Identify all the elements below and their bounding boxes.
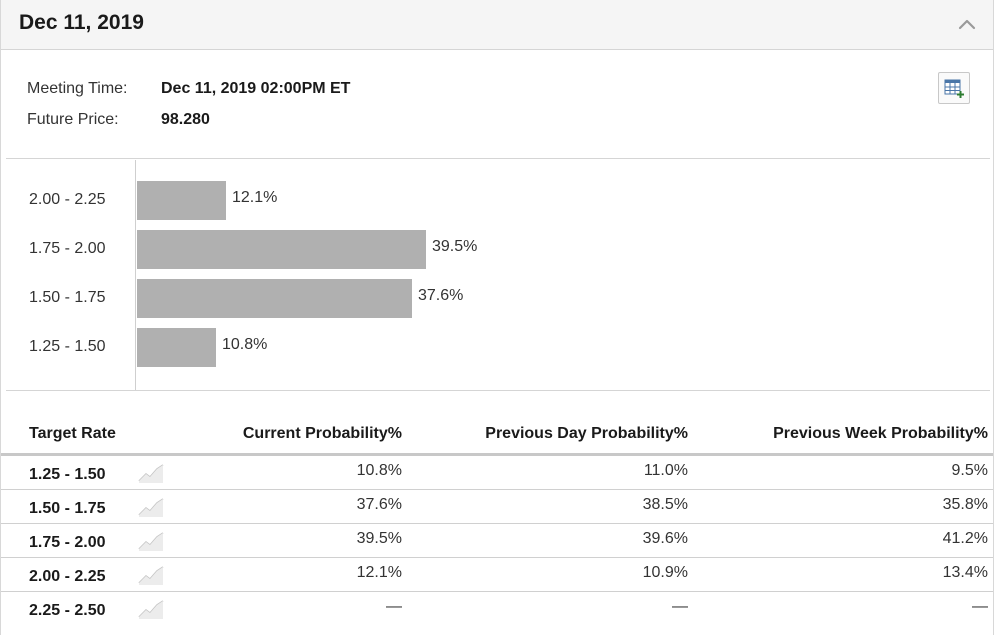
row-divider <box>1 557 993 558</box>
cell-current-probability: 37.6% <box>356 496 402 513</box>
row-divider <box>1 489 993 490</box>
cell-current-probability: 39.5% <box>356 530 402 547</box>
probability-bar-chart: 2.00 - 2.25 12.1% 1.75 - 2.00 39.5% 1.50 - 1… <box>1 160 993 390</box>
trend-chart-icon[interactable] <box>137 561 165 587</box>
category-label: 2.00 - 2.25 <box>29 191 106 208</box>
bar-value-label: 12.1% <box>232 189 278 206</box>
cell-previous-day-probability: 11.0% <box>643 462 688 479</box>
table-export-icon[interactable] <box>938 72 970 104</box>
category-label: 1.50 - 1.75 <box>29 289 106 306</box>
category-label: 1.75 - 2.00 <box>29 240 106 257</box>
cell-previous-week-probability: 35.8% <box>942 496 988 513</box>
probability-bar <box>137 328 216 367</box>
cell-previous-week-probability: 9.5% <box>951 462 988 479</box>
cell-target-rate: 1.50 - 1.75 <box>29 500 106 517</box>
trend-chart-icon[interactable] <box>137 493 165 519</box>
cell-current-probability: 10.8% <box>356 462 402 479</box>
header-target-rate: Target Rate <box>29 425 116 442</box>
cell-previous-day-probability: 38.5% <box>642 496 688 513</box>
future-price-value: 98.280 <box>161 111 210 128</box>
cell-target-rate: 2.00 - 2.25 <box>29 568 106 585</box>
probability-bar <box>137 279 412 318</box>
table-row: 1.25 - 1.50 10.8% 11.0% 9.5% <box>1 456 993 490</box>
probability-bar <box>137 230 426 269</box>
table-row: 2.00 - 2.25 12.1% 10.9% 13.4% <box>1 558 993 592</box>
panel-header[interactable]: Dec 11, 2019 <box>1 0 993 50</box>
cell-previous-day-probability: 10.9% <box>642 564 688 581</box>
table-row: 1.75 - 2.00 39.5% 39.6% 41.2% <box>1 524 993 558</box>
cell-previous-week-probability: 41.2% <box>942 530 988 547</box>
bar-value-label: 39.5% <box>432 238 478 255</box>
cell-previous-week-probability: — <box>972 598 988 615</box>
bar-value-label: 10.8% <box>222 336 268 353</box>
chart-axis <box>135 160 136 390</box>
table-row: 2.25 - 2.50 — — — <box>1 592 993 626</box>
cell-previous-week-probability: 13.4% <box>942 564 988 581</box>
section-divider <box>6 158 990 159</box>
cell-current-probability: — <box>386 598 402 615</box>
meeting-time-label: Meeting Time: <box>27 80 128 97</box>
header-rule <box>1 453 993 456</box>
category-label: 1.25 - 1.50 <box>29 338 106 355</box>
header-previous-day-probability: Previous Day Probability% <box>485 425 688 442</box>
cell-previous-day-probability: — <box>672 598 688 615</box>
trend-chart-icon[interactable] <box>137 527 165 553</box>
future-price-label: Future Price: <box>27 111 119 128</box>
header-previous-week-probability: Previous Week Probability% <box>773 425 988 442</box>
cell-previous-day-probability: 39.6% <box>642 530 688 547</box>
chevron-up-icon[interactable] <box>955 13 979 37</box>
bar-value-label: 37.6% <box>418 287 464 304</box>
cell-current-probability: 12.1% <box>356 564 402 581</box>
meeting-time-value: Dec 11, 2019 02:00PM ET <box>161 80 351 97</box>
cell-target-rate: 2.25 - 2.50 <box>29 602 106 619</box>
row-divider <box>1 591 993 592</box>
cell-target-rate: 1.75 - 2.00 <box>29 534 106 551</box>
trend-chart-icon[interactable] <box>137 459 165 485</box>
table-row: 1.50 - 1.75 37.6% 38.5% 35.8% <box>1 490 993 524</box>
row-divider <box>1 523 993 524</box>
panel-title: Dec 11, 2019 <box>19 11 144 34</box>
trend-chart-icon[interactable] <box>137 595 165 621</box>
cell-target-rate: 1.25 - 1.50 <box>29 466 106 483</box>
probability-bar <box>137 181 226 220</box>
header-current-probability: Current Probability% <box>242 425 402 442</box>
section-divider <box>6 390 990 391</box>
